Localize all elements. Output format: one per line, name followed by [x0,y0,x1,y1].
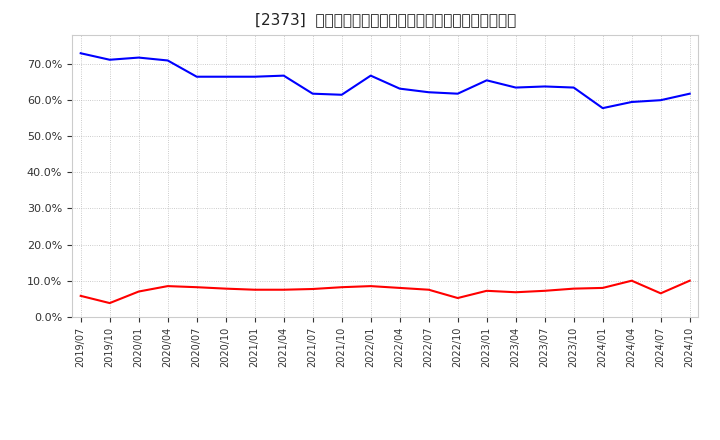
現預金 [454,295,462,301]
有利子負債 [598,106,607,111]
Line: 有利子負債: 有利子負債 [81,53,690,108]
現預金 [395,285,404,290]
現預金 [338,285,346,290]
現預金 [76,293,85,298]
現預金 [598,285,607,290]
現預金 [135,289,143,294]
有利子負債 [251,74,259,79]
有利子負債 [424,90,433,95]
現預金 [424,287,433,292]
有利子負債 [76,51,85,56]
現預金 [163,283,172,289]
現預金 [570,286,578,291]
有利子負債 [482,78,491,83]
現預金 [685,278,694,283]
現預金 [366,283,375,289]
有利子負債 [192,74,201,79]
Title: [2373]  現預金、有利子負債の総資産に対する比率の推移: [2373] 現預金、有利子負債の総資産に対する比率の推移 [255,12,516,27]
現預金 [627,278,636,283]
有利子負債 [366,73,375,78]
現預金 [308,286,317,292]
現預金 [511,290,520,295]
有利子負債 [221,74,230,79]
Line: 現預金: 現預金 [81,281,690,303]
現預金 [482,288,491,293]
Legend: 現預金, 有利子負債: 現預金, 有利子負債 [306,434,464,440]
有利子負債 [454,91,462,96]
有利子負債 [105,57,114,62]
現預金 [279,287,288,292]
現預金 [105,301,114,306]
有利子負債 [135,55,143,60]
有利子負債 [570,85,578,90]
現預金 [251,287,259,292]
有利子負債 [338,92,346,97]
現預金 [192,285,201,290]
有利子負債 [163,58,172,63]
現預金 [541,288,549,293]
有利子負債 [395,86,404,91]
有利子負債 [541,84,549,89]
有利子負債 [657,98,665,103]
現預金 [657,291,665,296]
有利子負債 [308,91,317,96]
有利子負債 [279,73,288,78]
有利子負債 [627,99,636,105]
有利子負債 [685,91,694,96]
有利子負債 [511,85,520,90]
現預金 [221,286,230,291]
